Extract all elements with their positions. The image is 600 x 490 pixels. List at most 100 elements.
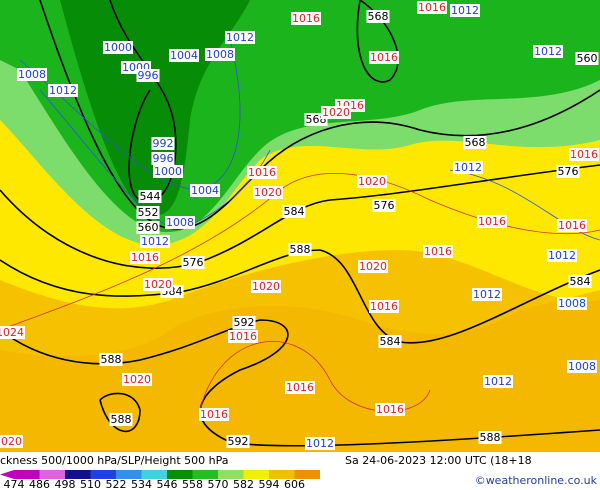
height-label-box [226, 435, 250, 448]
pressure-label-box [369, 300, 399, 313]
pressure-label-box [140, 235, 170, 248]
legend-tick-label: 498 [55, 478, 76, 490]
pressure-label: 992 [153, 137, 174, 150]
pressure-label: 1016 [570, 148, 598, 161]
pressure-label-box [190, 184, 220, 197]
pressure-label: 1012 [226, 31, 254, 44]
height-label: 592 [228, 435, 249, 448]
height-label: 588 [290, 243, 311, 256]
height-label-box [478, 431, 502, 444]
pressure-label-box [122, 373, 152, 386]
legend-tick-label: 546 [157, 478, 178, 490]
pressure-label: 1016 [478, 215, 506, 228]
pressure-label: 1000 [104, 41, 132, 54]
pressure-label: 1016 [370, 51, 398, 64]
legend-swatch [141, 470, 167, 479]
height-label: 560 [138, 221, 159, 234]
pressure-label: 1020 [254, 186, 282, 199]
legend-tick-label: 570 [208, 478, 229, 490]
height-label-box [568, 275, 592, 288]
height-label: 568 [368, 10, 389, 23]
height-label-box [232, 316, 256, 329]
height-label: 588 [480, 431, 501, 444]
pressure-label-box [557, 297, 587, 310]
height-label: 588 [111, 413, 132, 426]
height-label-box [136, 221, 160, 234]
height-label: 588 [101, 353, 122, 366]
pressure-label: 1008 [206, 48, 234, 61]
pressure-label-box [569, 148, 599, 161]
pressure-label-box [151, 152, 175, 165]
pressure-label-box [567, 360, 597, 373]
pressure-label-box [253, 186, 283, 199]
legend-tick-label: 486 [29, 478, 50, 490]
pressure-label-box [305, 437, 335, 450]
pressure-label: 1016 [229, 330, 257, 343]
height-label-box [463, 136, 487, 149]
pressure-label: 1020 [359, 260, 387, 273]
pressure-label: 1016 [370, 300, 398, 313]
pressure-label: 1016 [376, 403, 404, 416]
pressure-label: 1008 [568, 360, 596, 373]
pressure-label-box [151, 137, 175, 150]
pressure-label: 1004 [191, 184, 219, 197]
legend-swatch [39, 470, 65, 479]
pressure-label: 996 [138, 69, 159, 82]
map-date: Sa 24-06-2023 12:00 UTC (18+18 [345, 454, 532, 467]
legend-tick-label: 534 [131, 478, 152, 490]
pressure-label: 1016 [418, 1, 446, 14]
pressure-label-box [369, 51, 399, 64]
legend-tick-label: 594 [259, 478, 280, 490]
pressure-label: 1020 [252, 280, 280, 293]
pressure-label: 1008 [166, 216, 194, 229]
pressure-label: 1012 [451, 4, 479, 17]
height-label-box [366, 10, 390, 23]
height-label-box [282, 205, 306, 218]
pressure-label-box [143, 278, 173, 291]
height-label-box [138, 190, 162, 203]
pressure-label-box [228, 330, 258, 343]
height-label-box [99, 353, 123, 366]
legend-tick-label: 582 [233, 478, 254, 490]
height-label-box [372, 199, 396, 212]
height-label: 576 [374, 199, 395, 212]
pressure-label-box [533, 45, 563, 58]
pressure-label-box [477, 215, 507, 228]
height-label: 584 [570, 275, 591, 288]
pressure-label: 1016 [558, 219, 586, 232]
height-label: 568 [465, 136, 486, 149]
pressure-label: 1004 [170, 49, 198, 62]
pressure-label-box [357, 175, 387, 188]
legend-swatch [218, 470, 244, 479]
orange-zone [0, 290, 600, 452]
legend-swatch [294, 470, 320, 479]
pressure-label-box [472, 288, 502, 301]
pressure-label-box [136, 69, 160, 82]
legend-tick-label: 474 [4, 478, 25, 490]
pressure-label-box [0, 435, 23, 448]
pressure-label: 1012 [548, 249, 576, 262]
pressure-label-box [153, 165, 183, 178]
height-label: 584 [284, 205, 305, 218]
pressure-label-box [103, 41, 133, 54]
height-label-box [288, 243, 312, 256]
pressure-label-box [17, 68, 47, 81]
pressure-label: 1012 [141, 235, 169, 248]
legend-tick-label: 558 [182, 478, 203, 490]
pressure-label-box [0, 326, 25, 339]
pressure-label-box [557, 219, 587, 232]
map-title: ckness 500/1000 hPa/SLP/Height 500 hPa [0, 454, 229, 467]
height-label-box [136, 206, 160, 219]
height-label-box [575, 52, 599, 65]
pressure-label-box [251, 280, 281, 293]
pressure-label-box [453, 161, 483, 174]
pressure-label-box [291, 12, 321, 25]
pressure-label: 1016 [131, 251, 159, 264]
pressure-label: 1020 [0, 435, 22, 448]
pressure-label: 1020 [322, 106, 350, 119]
height-label: 560 [577, 52, 598, 65]
credit: ©weatheronline.co.uk [475, 474, 598, 487]
pressure-label-box [423, 245, 453, 258]
pressure-label: 1024 [0, 326, 24, 339]
legend-swatch [243, 470, 269, 479]
